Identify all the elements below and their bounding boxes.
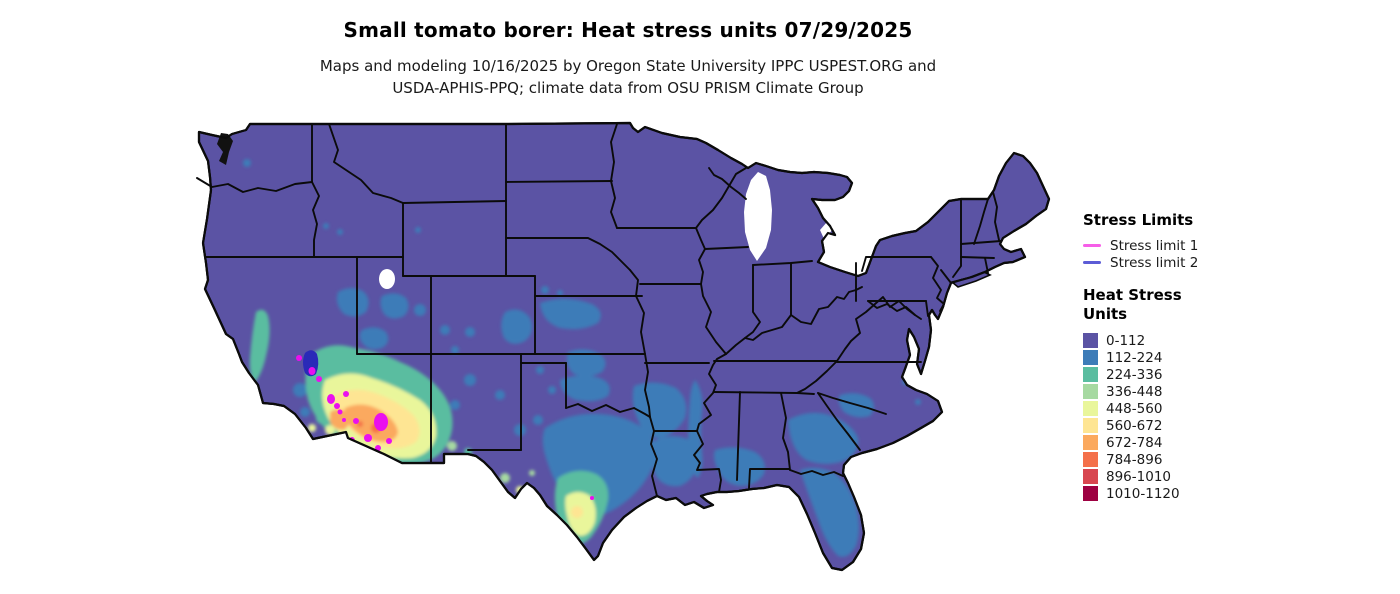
- heat-units-legend-title: Heat Stress Units: [1083, 286, 1303, 324]
- state-borders: [196, 123, 1002, 497]
- legend-range-label: 784-896: [1106, 451, 1163, 468]
- stress-limits-legend-title: Stress Limits: [1083, 211, 1194, 229]
- legend-range-label: 1010-1120: [1106, 485, 1180, 502]
- legend-range-label: 0-112: [1106, 332, 1146, 349]
- heat-units-legend-item: 560-672: [1083, 417, 1303, 434]
- lake-michigan: [744, 172, 772, 261]
- heat-units-legend-item: 112-224: [1083, 349, 1303, 366]
- legend-range-label: 672-784: [1106, 434, 1163, 451]
- legend-color-swatch: [1083, 435, 1098, 450]
- stress-limit-legend-item: Stress limit 1: [1083, 237, 1303, 254]
- legend-color-swatch: [1083, 418, 1098, 433]
- heat-units-legend-item: 336-448: [1083, 383, 1303, 400]
- us-outline: [197, 121, 1051, 572]
- legend-color-swatch: [1083, 486, 1098, 501]
- heat-units-legend-item: 448-560: [1083, 400, 1303, 417]
- legend-range-label: 896-1010: [1106, 468, 1171, 485]
- heat-units-legend-item: 784-896: [1083, 451, 1303, 468]
- heat-units-legend-item: 0-112: [1083, 332, 1303, 349]
- legend-color-swatch: [1083, 350, 1098, 365]
- heat-units-title-line-2: Units: [1083, 305, 1128, 323]
- legend-color-swatch: [1083, 469, 1098, 484]
- page-subtitle: Maps and modeling 10/16/2025 by Oregon S…: [0, 55, 1256, 99]
- legend-item-label: Stress limit 1: [1110, 237, 1199, 254]
- legend-color-swatch: [1083, 452, 1098, 467]
- heat-units-legend-rows: 0-112 112-224 224-336 336-448 448-560 560-672…: [1083, 332, 1303, 502]
- heat-units-legend-item: 224-336: [1083, 366, 1303, 383]
- us-heat-map-svg: [196, 121, 1051, 572]
- legend-item-label: Stress limit 2: [1110, 254, 1199, 271]
- legend-panel: Stress Limits Stress limit 1 Stress limit…: [1083, 211, 1303, 502]
- us-heat-map: [188, 116, 1068, 590]
- heat-units-legend-item: 896-1010: [1083, 468, 1303, 485]
- puget-sound: [217, 133, 233, 165]
- page-title: Small tomato borer: Heat stress units 07…: [343, 18, 913, 42]
- subtitle-line-2: USDA-APHIS-PPQ; climate data from OSU PR…: [392, 79, 864, 97]
- legend-range-label: 448-560: [1106, 400, 1163, 417]
- heat-units-legend-item: 1010-1120: [1083, 485, 1303, 502]
- stress-limits-legend-rows: Stress limit 1 Stress limit 2: [1083, 237, 1303, 271]
- legend-line-sample: [1083, 261, 1101, 264]
- legend-color-swatch: [1083, 367, 1098, 382]
- legend-color-swatch: [1083, 401, 1098, 416]
- us-coastline: [197, 121, 1051, 572]
- heat-units-legend: Heat Stress Units 0-112 112-224 224-336 336…: [1083, 286, 1303, 502]
- legend-range-label: 224-336: [1106, 366, 1163, 383]
- legend-range-label: 112-224: [1106, 349, 1163, 366]
- legend-range-label: 336-448: [1106, 383, 1163, 400]
- great-salt-lake: [379, 269, 395, 289]
- legend-range-label: 560-672: [1106, 417, 1163, 434]
- heat-units-legend-item: 672-784: [1083, 434, 1303, 451]
- heat-units-title-line-1: Heat Stress: [1083, 286, 1182, 304]
- legend-color-swatch: [1083, 333, 1098, 348]
- stress-limit-legend-item: Stress limit 2: [1083, 254, 1303, 271]
- heat-raster-overlay: [243, 159, 921, 557]
- subtitle-line-1: Maps and modeling 10/16/2025 by Oregon S…: [319, 57, 937, 75]
- legend-color-swatch: [1083, 384, 1098, 399]
- legend-line-sample: [1083, 244, 1101, 247]
